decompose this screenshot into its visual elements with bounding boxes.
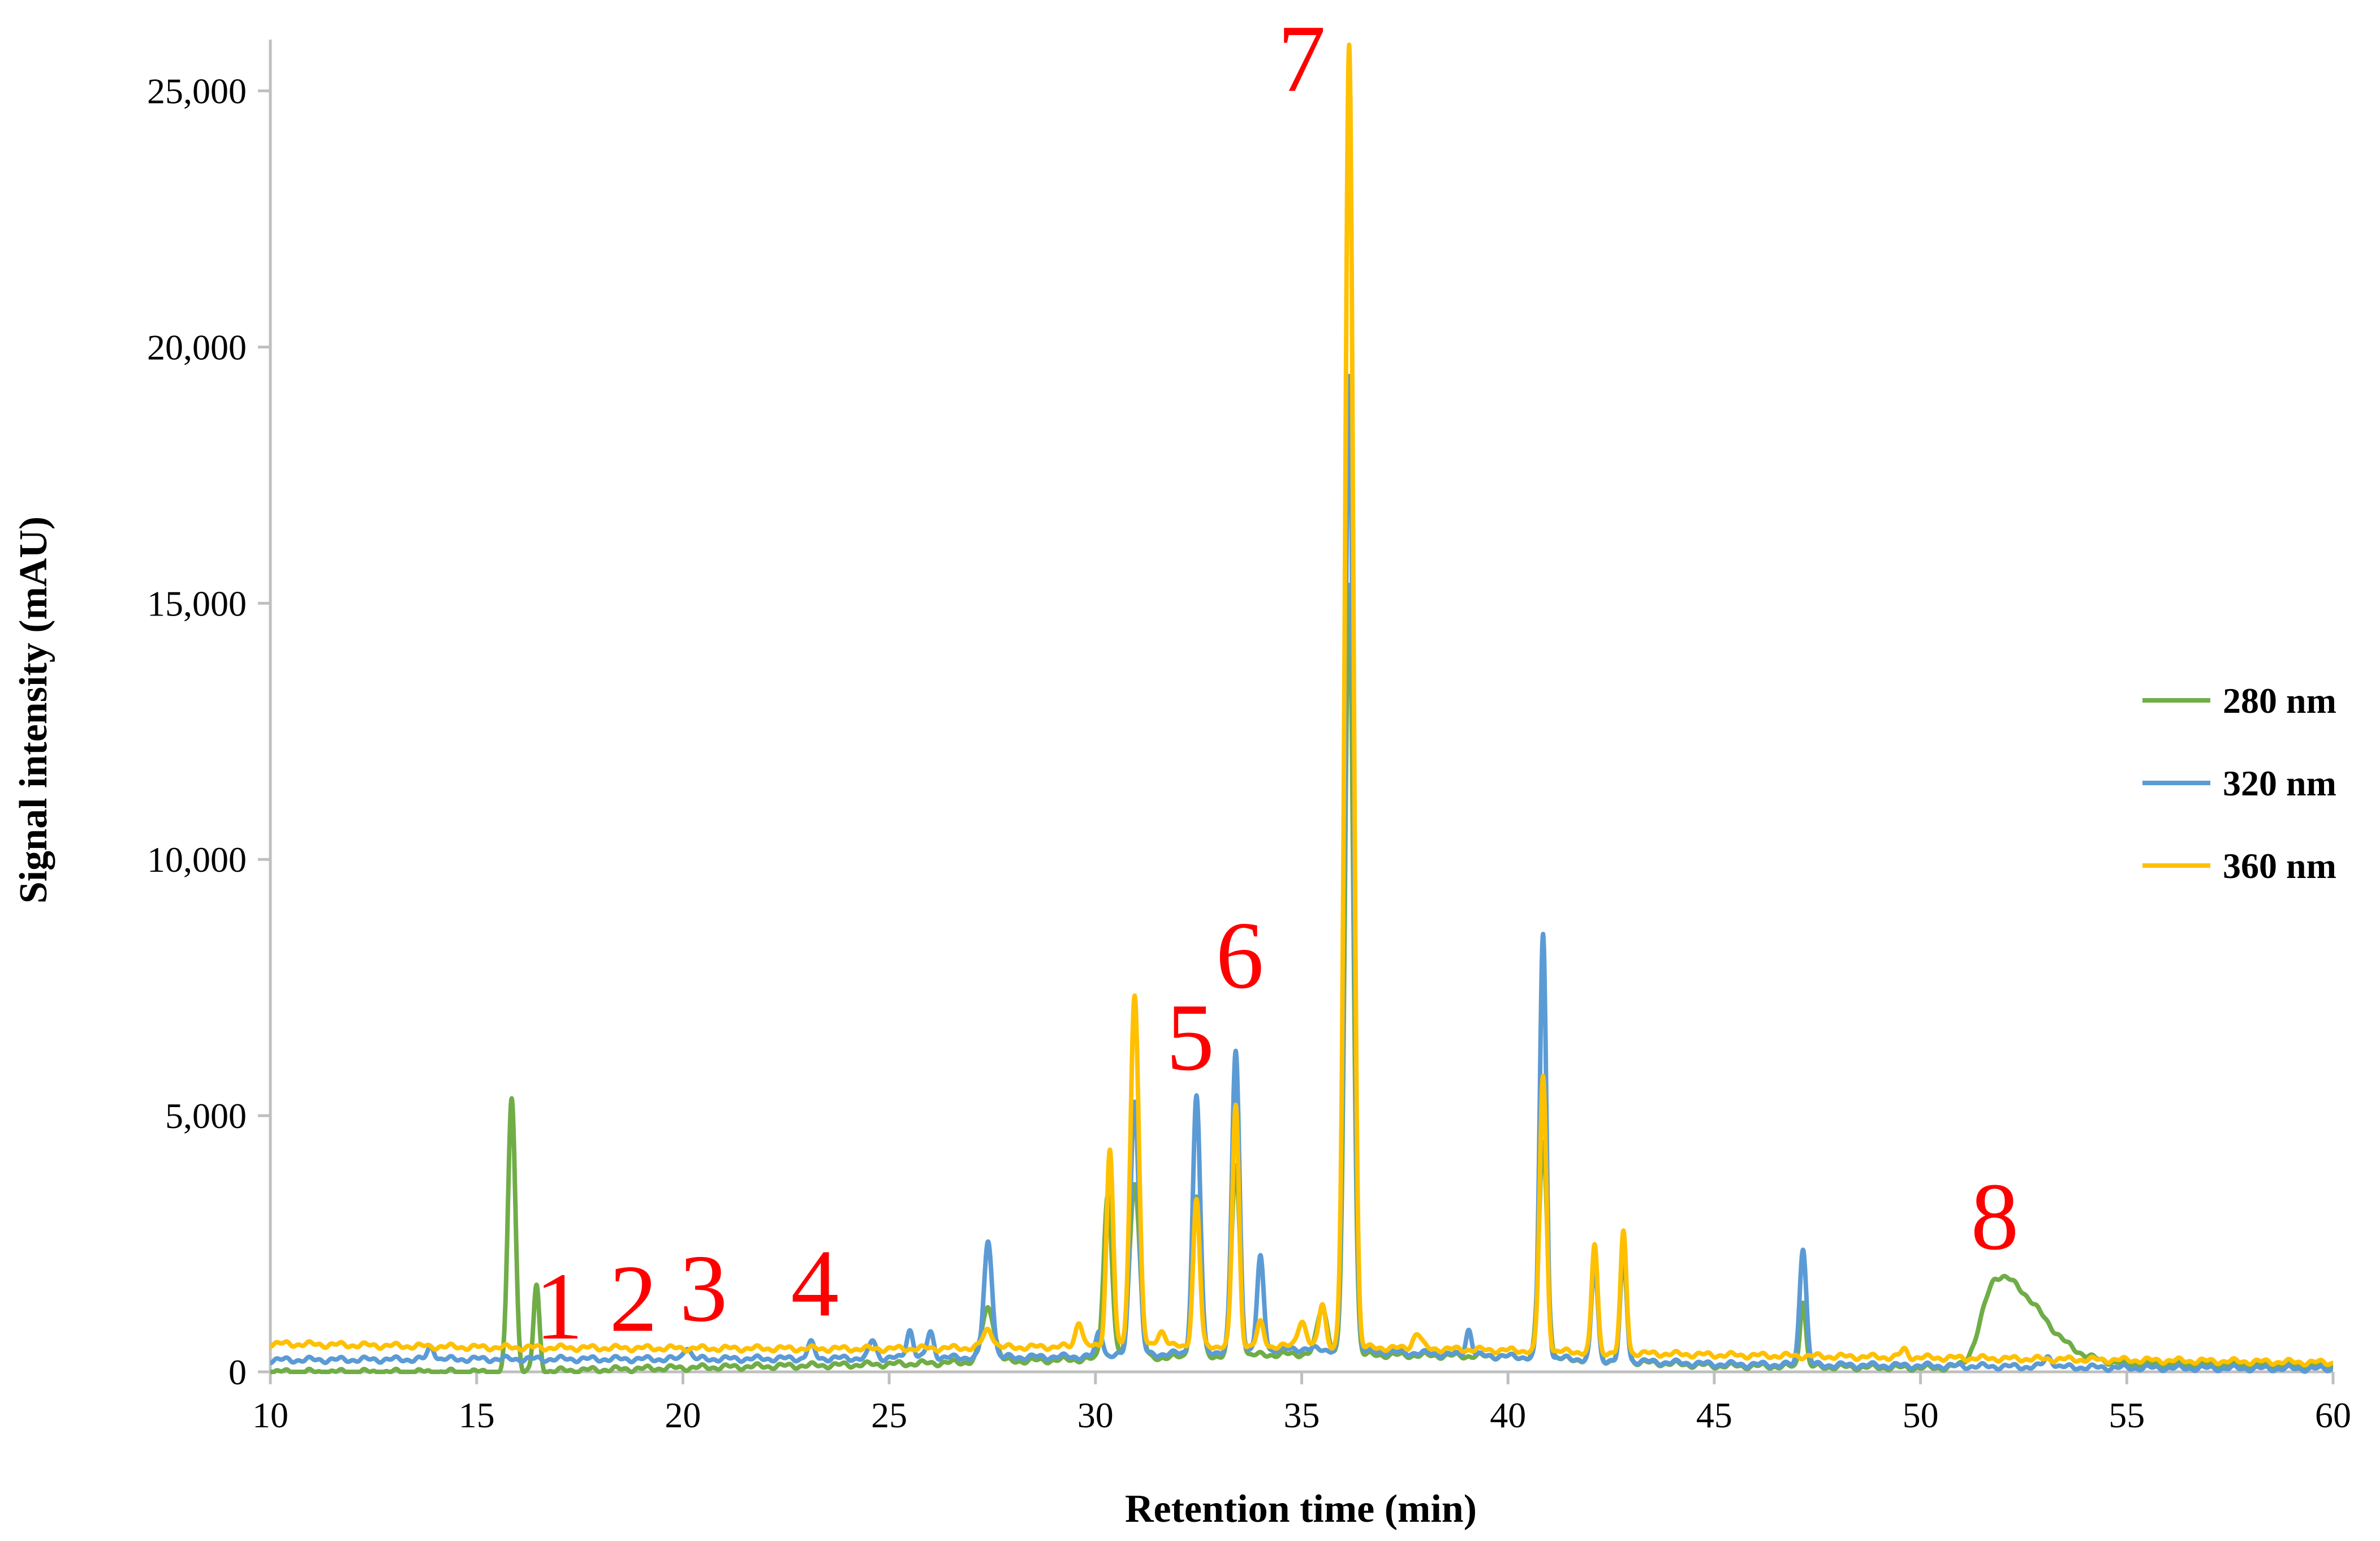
axes	[269, 40, 2333, 1374]
peak-label: 1	[535, 1253, 583, 1359]
legend-label: 280 nm	[2223, 681, 2336, 721]
x-tick-labels: 10 15 20 25 30 35 40 45 50 55 60	[252, 1372, 2351, 1435]
y-tick-label: 5,000	[165, 1096, 247, 1136]
peak-label: 8	[1971, 1164, 2019, 1270]
x-tick-label: 40	[1490, 1395, 1526, 1435]
legend-label: 320 nm	[2223, 763, 2336, 803]
y-tick-label: 25,000	[147, 71, 247, 111]
x-tick-label: 10	[252, 1395, 288, 1435]
peak-label: 6	[1216, 902, 1264, 1009]
peak-label: 2	[609, 1246, 657, 1352]
x-tick-label: 50	[1903, 1395, 1939, 1435]
y-tick-label: 15,000	[147, 583, 247, 623]
peak-label: 5	[1166, 984, 1214, 1091]
x-tick-label: 45	[1696, 1395, 1732, 1435]
x-tick-label: 55	[2109, 1395, 2145, 1435]
series-line-360-nm	[268, 42, 2335, 1368]
peak-label: 4	[791, 1230, 839, 1336]
x-tick-label: 25	[871, 1395, 907, 1435]
x-tick-label: 15	[459, 1395, 495, 1435]
y-axis-title: Signal intensity (mAU)	[12, 516, 55, 903]
y-tick-label: 0	[228, 1352, 247, 1392]
series-lines	[268, 42, 2335, 1374]
x-tick-label: 35	[1284, 1395, 1320, 1435]
y-tick-label: 20,000	[147, 327, 247, 367]
y-tick-label: 10,000	[147, 840, 247, 880]
legend-label: 360 nm	[2223, 846, 2336, 886]
x-tick-label: 30	[1077, 1395, 1114, 1435]
x-axis-title: Retention time (min)	[1125, 1487, 1477, 1531]
series-line-320-nm	[268, 373, 2335, 1374]
peak-label: 3	[679, 1235, 727, 1341]
x-tick-label: 20	[665, 1395, 701, 1435]
legend: 280 nm 320 nm 360 nm	[2142, 681, 2336, 886]
series-line-280-nm	[268, 583, 2335, 1374]
peak-label: 7	[1278, 6, 1326, 112]
y-tick-labels: 0 5,000 10,000 15,000 20,000 25,000	[147, 71, 270, 1392]
x-tick-label: 60	[2315, 1395, 2351, 1435]
peak-annotations: 1 2 3 4 56 7 8	[535, 6, 2019, 1360]
